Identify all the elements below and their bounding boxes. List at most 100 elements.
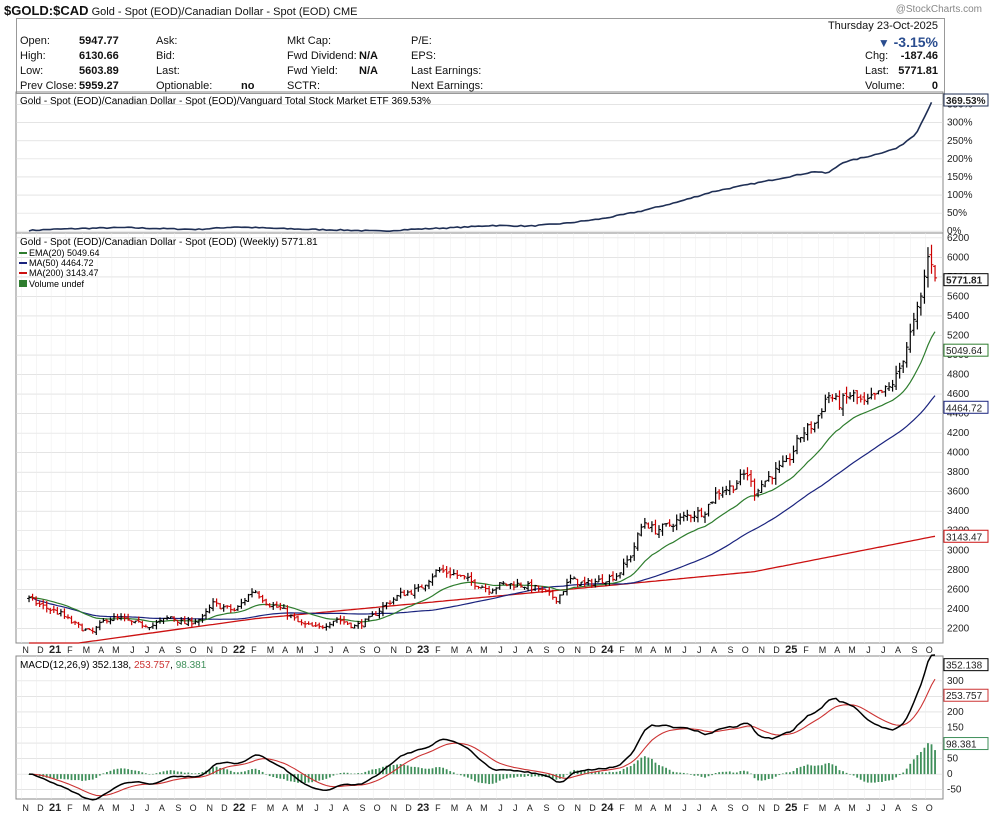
y-tick-label: 3400 [947, 506, 970, 517]
x-tick-label: O [558, 803, 565, 813]
macd-histogram-bar [385, 765, 388, 775]
high-label: High: [20, 50, 46, 62]
ma200-legend: MA(200) 3143.47 [29, 268, 99, 278]
x-tick-label: J [682, 803, 687, 813]
macd-histogram-bar [866, 774, 869, 783]
x-tick-label: O [926, 645, 933, 655]
macd-histogram-bar [781, 773, 784, 775]
value-tag-label: 3143.47 [946, 532, 983, 543]
macd-histogram-bar [661, 766, 664, 775]
macd-histogram-bar [420, 768, 423, 775]
y-tick-label: 150% [947, 172, 973, 183]
x-tick-label: J [513, 803, 518, 813]
macd-tag-box [943, 658, 989, 672]
macd-histogram-bar [838, 770, 841, 775]
macd-histogram-bar [208, 769, 211, 775]
fwd-yield-label: Fwd Yield: [287, 65, 338, 77]
instrument-name: Gold - Spot (EOD)/Canadian Dollar - Spot… [91, 6, 330, 18]
x-tick-label: D [37, 645, 44, 655]
x-tick-label: J [866, 803, 871, 813]
macd-histogram-bar [608, 771, 611, 775]
macd-histogram-bar [417, 767, 420, 775]
macd-histogram-bar [314, 774, 317, 782]
macd-histogram-bar [859, 774, 862, 780]
x-tick-label: D [589, 803, 596, 813]
x-tick-label: A [834, 803, 840, 813]
y-tick-label: 3000 [947, 545, 970, 556]
macd-histogram-bar [95, 774, 98, 778]
macd-histogram-bar [555, 774, 558, 780]
value-tag-box [943, 400, 989, 414]
macd-histogram-bar [619, 771, 621, 775]
macd-histogram-bar [881, 774, 883, 782]
macd-histogram-bar [587, 770, 590, 775]
x-tick-label: 25 [785, 644, 797, 656]
x-tick-label: 21 [49, 644, 61, 656]
x-tick-label: O [374, 803, 381, 813]
macd-histogram-bar [764, 774, 767, 781]
x-tick-label: N [206, 803, 213, 813]
macd-histogram-bar [201, 772, 204, 775]
macd-histogram-bar [714, 773, 717, 775]
x-tick-label: 23 [417, 802, 429, 814]
y-tick-label: 3800 [947, 467, 970, 478]
macd-histogram-bar [888, 774, 890, 781]
x-tick-label: M [267, 645, 275, 655]
macd-histogram-bar [622, 768, 625, 775]
macd-histogram-bar [332, 774, 335, 776]
macd-histogram-bar [537, 774, 540, 777]
x-tick-label: N [22, 645, 29, 655]
x-tick-label: S [912, 803, 918, 813]
x-tick-label: A [159, 803, 165, 813]
y-tick-label: 6000 [947, 252, 970, 263]
macd-histogram-bar [771, 774, 774, 779]
macd-histogram-bar [77, 774, 80, 781]
macd-histogram-bar [431, 768, 434, 775]
macd-histogram-bar [711, 774, 713, 776]
x-tick-label: A [711, 645, 717, 655]
macd-histogram-bar [56, 774, 59, 780]
macd-histogram-bar [686, 773, 689, 775]
macd-histogram-bar [272, 774, 275, 778]
x-tick-label: S [175, 803, 181, 813]
x-tick-label: F [619, 645, 625, 655]
macd-histogram-bar [566, 774, 568, 775]
x-tick-label: 24 [601, 802, 614, 814]
macd-histogram-bar [91, 774, 94, 780]
macd-histogram-bar [166, 770, 168, 775]
macd-histogram-bar [845, 772, 848, 775]
macd-legend: MACD(12,26,9) 352.138, 253.757, 98.381 [20, 660, 207, 671]
macd-histogram-bar [481, 774, 483, 784]
macd-histogram-bar [307, 774, 310, 783]
x-tick-label: S [728, 645, 734, 655]
x-tick-label: D [221, 645, 228, 655]
macd-histogram-bar [505, 774, 508, 779]
macd-histogram-bar [852, 774, 855, 776]
macd-line [28, 654, 936, 801]
macd-histogram-bar [789, 772, 791, 775]
panel-frame [15, 91, 944, 234]
x-tick-label: J [145, 803, 150, 813]
x-tick-label: J [145, 645, 150, 655]
macd-histogram-bar [569, 771, 572, 775]
relative-performance-panel: Gold - Spot (EOD)/Canadian Dollar - Spot… [15, 91, 989, 237]
x-tick-label: D [405, 803, 412, 813]
macd-histogram-bar [583, 770, 586, 775]
x-tick-label: M [664, 803, 672, 813]
macd-histogram-bar [159, 772, 161, 775]
y-tick-label: 250% [947, 136, 973, 147]
macd-histogram-bar [870, 774, 873, 783]
macd-histogram-bar [562, 774, 565, 778]
y-tick-label: 100% [947, 190, 973, 201]
macd-histogram-bar [902, 772, 905, 775]
exchange: CME [333, 6, 358, 18]
x-tick-label: A [650, 803, 656, 813]
down-triangle-icon: ▼ [877, 36, 890, 50]
macd-histogram-bar [343, 772, 345, 775]
macd-histogram-bar [452, 772, 455, 775]
macd-histogram-bar [173, 770, 176, 775]
price-panel: Gold - Spot (EOD)/Canadian Dollar - Spot… [15, 232, 989, 644]
pct-change-value: -3.15% [893, 34, 938, 50]
macd-histogram-bar [244, 771, 246, 775]
macd-histogram-bar [219, 767, 222, 775]
